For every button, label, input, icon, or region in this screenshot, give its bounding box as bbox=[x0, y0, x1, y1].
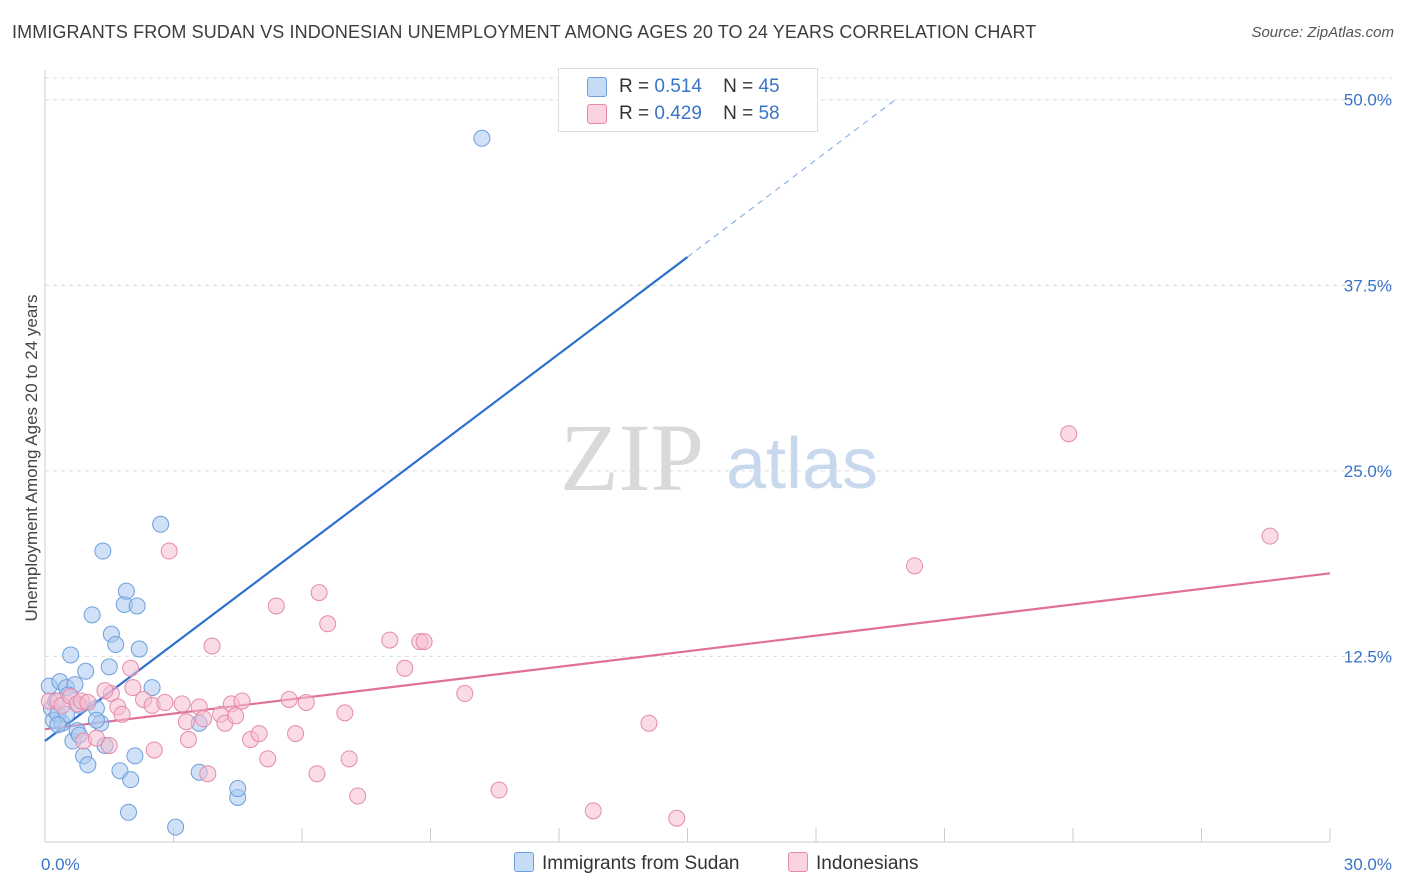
point-sudan-41 bbox=[49, 716, 67, 734]
point-indonesian-41 bbox=[319, 615, 337, 633]
x-tick-label-0: 0.0% bbox=[41, 855, 80, 874]
point-indonesian-55 bbox=[1060, 425, 1078, 443]
point-sudan-22 bbox=[100, 658, 118, 676]
point-indonesian-44 bbox=[349, 787, 367, 805]
point-indonesian-22 bbox=[179, 731, 197, 749]
legend-r-label-indonesian: R = bbox=[619, 103, 650, 124]
chart-title: IMMIGRANTS FROM SUDAN VS INDONESIAN UNEM… bbox=[12, 22, 1037, 42]
point-sudan-43 bbox=[87, 711, 105, 729]
point-indonesian-7 bbox=[79, 693, 97, 711]
bottom-legend-label-indonesian: Indonesians bbox=[816, 853, 919, 874]
legend: R = 0.514 N = 45 R = 0.429 N = 58 bbox=[558, 68, 818, 132]
bottom-legend-sudan: Immigrants from Sudan bbox=[514, 852, 739, 875]
point-indonesian-40 bbox=[308, 765, 326, 783]
point-indonesian-8 bbox=[87, 729, 105, 747]
bottom-legend-swatch-sudan bbox=[514, 852, 534, 872]
point-indonesian-20 bbox=[173, 695, 191, 713]
point-indonesian-43 bbox=[340, 750, 358, 768]
bottom-legend-label-sudan: Immigrants from Sudan bbox=[542, 853, 740, 874]
y-tick-label-0: 12.5% bbox=[1344, 647, 1392, 666]
point-indonesian-30 bbox=[227, 707, 245, 725]
y-tick-label-3: 50.0% bbox=[1344, 91, 1392, 110]
point-sudan-34 bbox=[152, 515, 170, 533]
watermark: ZIP atlas bbox=[560, 404, 878, 511]
point-indonesian-53 bbox=[668, 809, 686, 827]
point-indonesian-39 bbox=[310, 584, 328, 602]
watermark-atlas: atlas bbox=[726, 424, 878, 504]
point-indonesian-35 bbox=[267, 597, 285, 615]
point-sudan-32 bbox=[130, 640, 148, 658]
point-indonesian-56 bbox=[1261, 527, 1279, 545]
point-indonesian-57 bbox=[96, 682, 114, 700]
point-sudan-9 bbox=[62, 646, 80, 664]
y-tick-label-1: 25.0% bbox=[1344, 462, 1392, 481]
legend-r-value-indonesian: 0.429 bbox=[654, 103, 702, 124]
legend-swatch-sudan bbox=[587, 77, 607, 97]
source-label: Source: ZipAtlas.com bbox=[1251, 24, 1394, 41]
point-indonesian-13 bbox=[122, 659, 140, 677]
point-sudan-17 bbox=[83, 606, 101, 624]
point-indonesian-37 bbox=[287, 725, 305, 743]
point-sudan-29 bbox=[122, 771, 140, 789]
legend-r-label-sudan: R = bbox=[619, 76, 650, 97]
bottom-legend-indonesian: Indonesians bbox=[788, 852, 918, 875]
tick-labels: 12.5% 25.0% 37.5% 50.0% 0.0% 30.0% bbox=[41, 91, 1392, 874]
point-sudan-16 bbox=[79, 756, 97, 774]
point-sudan-33 bbox=[143, 679, 161, 697]
point-indonesian-42 bbox=[336, 704, 354, 722]
point-indonesian-34 bbox=[259, 750, 277, 768]
data-points bbox=[40, 129, 1279, 836]
point-sudan-39 bbox=[229, 780, 247, 798]
point-indonesian-12 bbox=[113, 705, 131, 723]
point-indonesian-54 bbox=[906, 557, 924, 575]
x-tick-label-1: 30.0% bbox=[1344, 855, 1392, 874]
point-indonesian-14 bbox=[124, 679, 142, 697]
point-sudan-28 bbox=[117, 582, 135, 600]
point-indonesian-21 bbox=[177, 713, 195, 731]
y-tick-label-2: 37.5% bbox=[1344, 276, 1392, 295]
point-indonesian-51 bbox=[584, 802, 602, 820]
grid-lines bbox=[45, 77, 1392, 657]
legend-swatch-indonesian bbox=[587, 104, 607, 124]
point-indonesian-19 bbox=[160, 542, 178, 560]
point-indonesian-9 bbox=[100, 737, 118, 754]
watermark-zip: ZIP bbox=[560, 404, 704, 511]
bottom-legend-swatch-indonesian bbox=[788, 852, 808, 872]
point-indonesian-38 bbox=[297, 693, 315, 711]
point-sudan-30 bbox=[126, 747, 144, 765]
point-sudan-40 bbox=[473, 129, 491, 147]
point-indonesian-46 bbox=[396, 659, 414, 677]
point-indonesian-50 bbox=[490, 781, 508, 799]
point-indonesian-26 bbox=[203, 637, 221, 655]
point-indonesian-48 bbox=[415, 633, 433, 651]
legend-r-value-sudan: 0.514 bbox=[654, 76, 702, 97]
point-sudan-24 bbox=[107, 636, 125, 654]
point-sudan-35 bbox=[167, 818, 185, 836]
point-indonesian-52 bbox=[640, 714, 658, 732]
point-indonesian-31 bbox=[233, 692, 251, 710]
point-indonesian-17 bbox=[145, 741, 163, 759]
legend-n-value-indonesian: 58 bbox=[758, 103, 780, 124]
point-indonesian-36 bbox=[280, 690, 298, 708]
point-sudan-20 bbox=[94, 542, 112, 560]
point-indonesian-33 bbox=[250, 725, 268, 743]
point-indonesian-45 bbox=[381, 631, 399, 649]
point-indonesian-25 bbox=[199, 765, 217, 783]
point-indonesian-49 bbox=[456, 685, 474, 703]
point-sudan-31 bbox=[128, 597, 146, 615]
trend-lines bbox=[44, 97, 1331, 742]
point-sudan-15 bbox=[77, 662, 95, 680]
point-indonesian-24 bbox=[194, 710, 212, 728]
legend-n-label-indonesian: N = bbox=[723, 103, 754, 124]
legend-n-value-sudan: 45 bbox=[758, 76, 780, 97]
point-sudan-27 bbox=[120, 803, 138, 821]
point-indonesian-18 bbox=[156, 693, 174, 711]
trend-line-indonesian bbox=[44, 572, 1331, 731]
trend-line-sudan bbox=[44, 256, 689, 742]
legend-n-label-sudan: N = bbox=[723, 76, 754, 97]
